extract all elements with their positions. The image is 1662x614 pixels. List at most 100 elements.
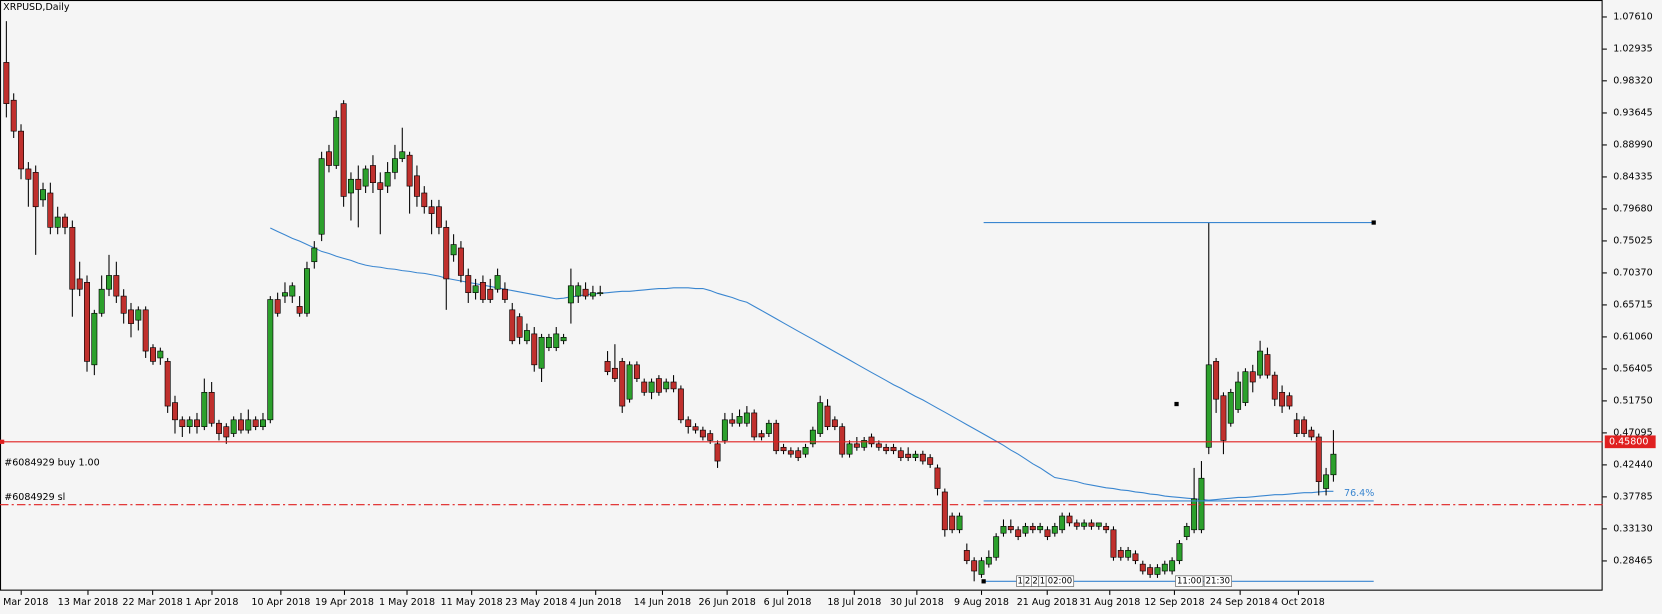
candle-body [538, 337, 545, 369]
price-tag [1604, 435, 1656, 449]
y-tick-label: 0.65715 [1613, 299, 1652, 310]
candle-body [780, 446, 787, 452]
candle-body [1205, 364, 1212, 448]
candle-body [824, 405, 831, 427]
candle-body [172, 402, 178, 421]
candle-body [1044, 529, 1051, 537]
candle-body [186, 419, 193, 427]
candle-body [472, 285, 479, 293]
x-tick-label: 14 Jun 2018 [634, 597, 691, 608]
x-tick-label: 1 Apr 2018 [186, 597, 239, 608]
x-tick-label: 13 Mar 2018 [58, 597, 118, 608]
candle-body [641, 381, 648, 393]
order-marker [0, 439, 5, 444]
candle-body [553, 333, 560, 348]
candle-body [1066, 515, 1073, 524]
candle-body [347, 178, 354, 194]
candle-body [384, 172, 391, 187]
candle-body [435, 206, 442, 228]
y-tick-label: 0.47095 [1613, 427, 1652, 438]
candle-body [377, 182, 384, 190]
candle-body [457, 247, 464, 276]
candle-body [194, 419, 200, 427]
candle-body [1073, 522, 1080, 527]
candle-body [963, 550, 970, 562]
candle-body [413, 175, 420, 197]
candle-body [699, 429, 706, 438]
candle-body [362, 168, 369, 187]
candle-body [428, 206, 435, 214]
candle-body [817, 402, 824, 434]
candle-body [985, 556, 992, 565]
candle-body [69, 227, 76, 290]
candle-body [927, 457, 934, 465]
candle-body [1323, 474, 1330, 489]
candle-body [1139, 563, 1146, 572]
candle-body [1257, 350, 1264, 376]
x-tick-label: 18 Jul 2018 [827, 597, 881, 608]
x-tick-label: 4 Oct 2018 [1272, 597, 1325, 608]
candle-body [120, 295, 127, 314]
x-tick-label: 10 Apr 2018 [251, 597, 310, 608]
candle-body [355, 178, 362, 190]
candle-body [589, 292, 596, 297]
candle-body [971, 560, 978, 572]
candle-body [1198, 477, 1205, 531]
x-tick-label: 11 May 2018 [441, 597, 503, 608]
candle-body [296, 306, 303, 314]
candle-body [157, 350, 164, 359]
anchor-point [1174, 401, 1179, 407]
candle-body [1279, 391, 1286, 407]
candle-body [25, 168, 32, 180]
candle-body [1088, 522, 1095, 527]
candle-body [289, 285, 296, 297]
candle-body [135, 309, 142, 321]
candle-body [707, 433, 714, 441]
candle-body [443, 227, 450, 280]
price-tag-label: 0.45800 [1609, 436, 1648, 447]
y-tick-label: 0.61060 [1613, 331, 1652, 342]
candle-body [369, 165, 376, 184]
candle-body [76, 278, 83, 290]
x-tick-label: 31 Aug 2018 [1079, 597, 1140, 608]
candle-body [399, 151, 406, 159]
candle-body [487, 288, 494, 300]
candle-body [1242, 371, 1249, 403]
candle-body [919, 453, 926, 462]
candle-body [501, 288, 508, 300]
x-tick-label: 21 Aug 2018 [1017, 597, 1078, 608]
y-tick-label: 0.84335 [1613, 171, 1652, 182]
candle-body [853, 443, 860, 448]
candle-body [993, 536, 1000, 558]
y-tick-label: 0.70370 [1613, 267, 1652, 278]
fib-label: 76.4% [1344, 488, 1374, 499]
candle-body [509, 309, 516, 342]
candle-body [1103, 526, 1110, 531]
candle-body [1095, 522, 1102, 527]
candle-body [1301, 419, 1308, 434]
candle-body [890, 446, 897, 452]
time-label: 1 [1018, 576, 1023, 586]
candle-body [1176, 543, 1183, 562]
candle-body [1007, 526, 1014, 531]
candle-body [223, 426, 230, 438]
candle-body [1213, 361, 1220, 400]
candle-body [765, 422, 772, 434]
y-tick-label: 1.07610 [1613, 11, 1652, 22]
candle-body [905, 453, 912, 458]
candle-body [648, 381, 655, 393]
candle-body [1029, 526, 1036, 531]
candle-body [245, 419, 252, 431]
chart-title: XRPUSD,Daily [3, 2, 70, 13]
y-tick-label: 0.51750 [1613, 395, 1652, 406]
candle-body [303, 268, 310, 314]
candle-body [795, 450, 802, 458]
candle-body [325, 151, 332, 166]
time-label: 1 [1040, 576, 1045, 586]
candle-body [333, 117, 340, 166]
y-tick-label: 0.28465 [1613, 555, 1652, 566]
candle-body [839, 426, 846, 455]
x-tick-label: 23 May 2018 [505, 597, 567, 608]
candle-body [216, 422, 222, 434]
candle-body [179, 419, 186, 427]
